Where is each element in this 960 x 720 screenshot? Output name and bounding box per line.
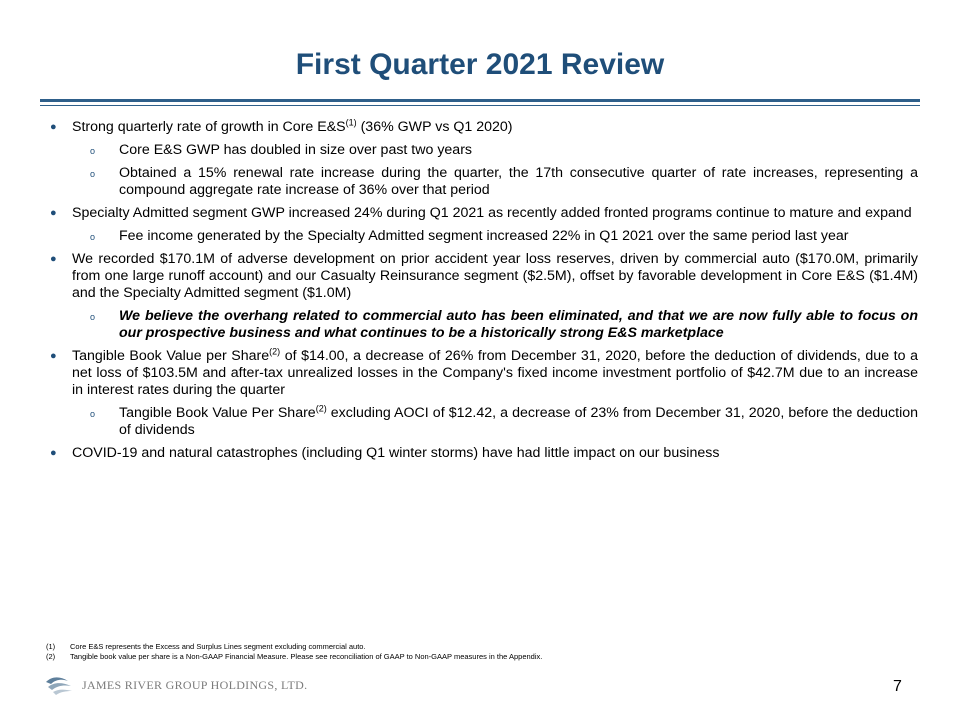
sub-bullet-overhang-statement: o We believe the overhang related to com…	[90, 308, 918, 341]
footnote-1: (1) Core E&S represents the Excess and S…	[46, 642, 366, 651]
sub-bullet-tbv-excluding-aoci: o Tangible Book Value Per Share(2) exclu…	[90, 403, 918, 438]
bullet-specialty-admitted: ● Specialty Admitted segment GWP increas…	[50, 205, 912, 221]
bullet-core-es-growth: ● Strong quarterly rate of growth in Cor…	[50, 117, 513, 135]
bullet-list: ● Strong quarterly rate of growth in Cor…	[50, 117, 918, 468]
bullet-tangible-book-value: ● Tangible Book Value per Share(2) of $1…	[50, 346, 918, 398]
bullet-circle-icon: o	[90, 312, 96, 322]
bullet-adverse-development: ● We recorded $170.1M of adverse develop…	[50, 251, 918, 301]
footnotes: (1) Core E&S represents the Excess and S…	[46, 642, 542, 662]
page-number: 7	[893, 678, 902, 695]
bullet-dot-icon: ●	[50, 447, 57, 459]
footnote-2: (2) Tangible book value per share is a N…	[46, 652, 543, 661]
bullet-circle-icon: o	[90, 409, 96, 419]
sub-bullet-fee-income: o Fee income generated by the Specialty …	[90, 228, 849, 244]
company-logo: JAMES RIVER GROUP HOLDINGS, LTD.	[44, 674, 307, 696]
title-divider-thick	[40, 99, 920, 102]
bullet-circle-icon: o	[90, 232, 96, 242]
bullet-covid-catastrophes: ● COVID-19 and natural catastrophes (inc…	[50, 445, 720, 461]
bullet-circle-icon: o	[90, 169, 96, 179]
page-title: First Quarter 2021 Review	[295, 48, 665, 81]
bullet-dot-icon: ●	[50, 207, 57, 219]
bullet-circle-icon: o	[90, 146, 96, 156]
bullet-dot-icon: ●	[50, 121, 57, 133]
title-divider-thin	[40, 105, 920, 106]
river-wave-logo-icon	[46, 677, 72, 695]
company-name: JAMES RIVER GROUP HOLDINGS, LTD.	[82, 677, 308, 692]
sub-bullet-core-es-gwp: o Core E&S GWP has doubled in size over …	[90, 142, 473, 158]
bullet-dot-icon: ●	[50, 253, 57, 265]
sub-bullet-renewal-rate: o Obtained a 15% renewal rate increase d…	[90, 165, 918, 198]
bullet-dot-icon: ●	[50, 350, 57, 362]
